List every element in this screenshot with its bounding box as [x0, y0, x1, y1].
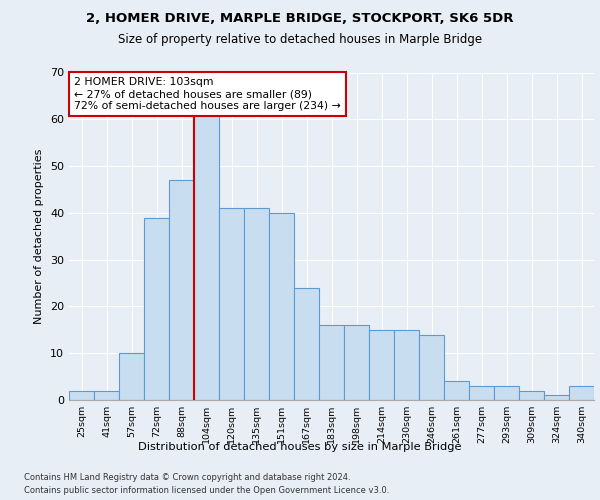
Bar [394, 330, 419, 400]
Text: Contains public sector information licensed under the Open Government Licence v3: Contains public sector information licen… [24, 486, 389, 495]
Text: 2, HOMER DRIVE, MARPLE BRIDGE, STOCKPORT, SK6 5DR: 2, HOMER DRIVE, MARPLE BRIDGE, STOCKPORT… [86, 12, 514, 26]
Y-axis label: Number of detached properties: Number of detached properties [34, 148, 44, 324]
Bar [544, 396, 569, 400]
Bar [244, 208, 269, 400]
Text: Distribution of detached houses by size in Marple Bridge: Distribution of detached houses by size … [138, 442, 462, 452]
Bar [369, 330, 394, 400]
Bar [469, 386, 494, 400]
Text: Size of property relative to detached houses in Marple Bridge: Size of property relative to detached ho… [118, 32, 482, 46]
Bar [119, 353, 144, 400]
Bar [94, 390, 119, 400]
Bar [69, 390, 94, 400]
Text: Contains HM Land Registry data © Crown copyright and database right 2024.: Contains HM Land Registry data © Crown c… [24, 472, 350, 482]
Bar [194, 96, 219, 400]
Bar [519, 390, 544, 400]
Bar [144, 218, 169, 400]
Bar [319, 325, 344, 400]
Bar [219, 208, 244, 400]
Bar [444, 382, 469, 400]
Bar [294, 288, 319, 400]
Text: 2 HOMER DRIVE: 103sqm
← 27% of detached houses are smaller (89)
72% of semi-deta: 2 HOMER DRIVE: 103sqm ← 27% of detached … [74, 78, 341, 110]
Bar [344, 325, 369, 400]
Bar [569, 386, 594, 400]
Bar [169, 180, 194, 400]
Bar [269, 213, 294, 400]
Bar [419, 334, 444, 400]
Bar [494, 386, 519, 400]
